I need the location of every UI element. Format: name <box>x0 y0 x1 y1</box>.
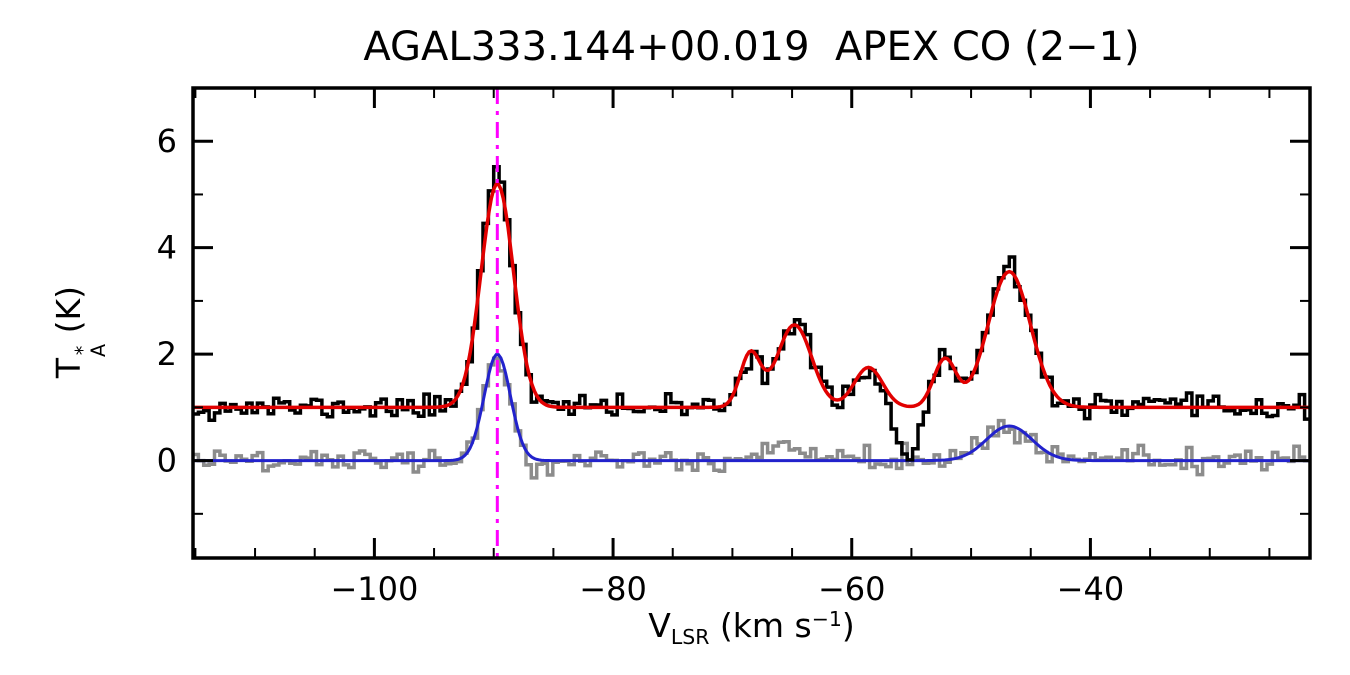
x-axis-label-subscript: LSR <box>670 625 710 650</box>
x-axis-label-symbol: V <box>648 606 671 645</box>
x-tick-label: −40 <box>1057 570 1125 608</box>
y-tick-label: 4 <box>157 229 177 267</box>
x-axis-label: VLSR (km s−1) <box>193 606 1310 649</box>
secondary-spectrum-line <box>193 356 1310 480</box>
axis-ticks <box>193 88 1310 558</box>
x-axis-label-exponent: −1 <box>811 606 842 631</box>
plot-area <box>193 88 1310 558</box>
x-tick-label: −60 <box>818 570 886 608</box>
y-tick-label: 0 <box>157 442 177 480</box>
y-axis-label-symbol: T <box>48 357 88 379</box>
x-axis-label-unit-open: (km s <box>709 606 812 645</box>
x-axis-label-unit-close: ) <box>841 606 855 645</box>
x-tick-label: −100 <box>330 570 418 608</box>
y-tick-label: 2 <box>157 335 177 373</box>
observed-spectrum-line <box>193 164 1310 462</box>
y-axis-label: T * A (K) <box>48 142 110 522</box>
y-axis-label-unit: (K) <box>48 285 88 344</box>
model-fit-line <box>193 182 1310 410</box>
chart-title: AGAL333.144+00.019 APEX CO (2−1) <box>363 24 1140 70</box>
x-tick-label: −80 <box>579 570 647 608</box>
plot-frame <box>191 86 1312 560</box>
secondary-fit-line <box>193 353 1310 463</box>
y-axis-label-scripts: * A <box>70 343 110 357</box>
y-tick-label: 6 <box>157 122 177 160</box>
